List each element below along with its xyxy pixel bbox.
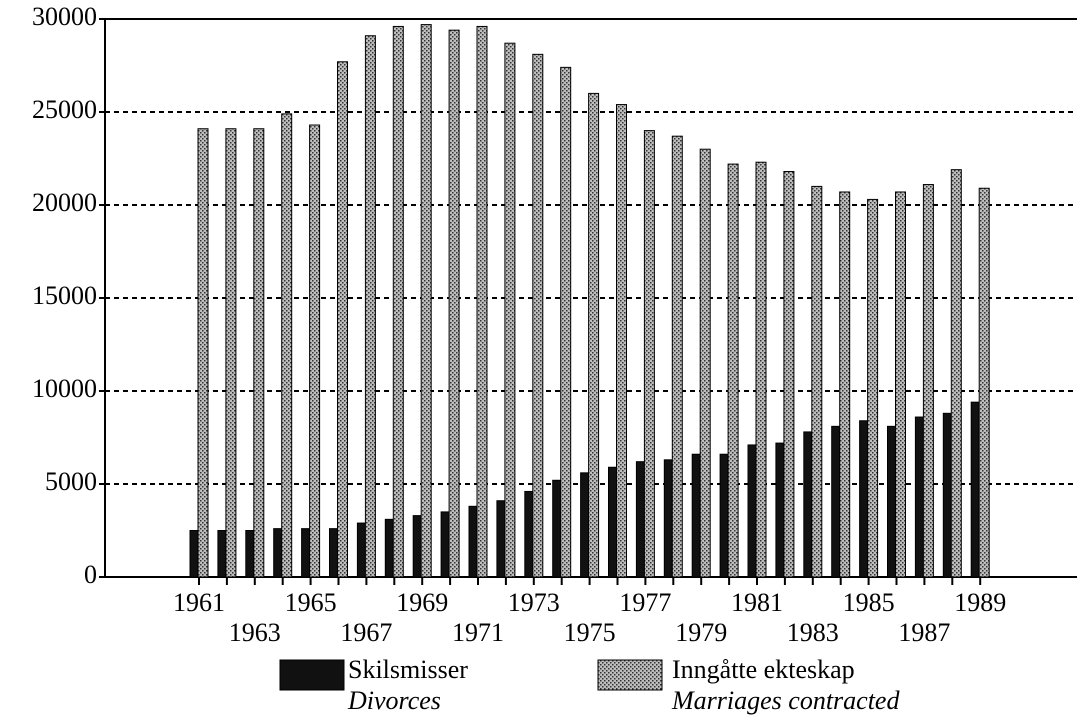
- bar: [197, 128, 209, 578]
- bar: [217, 530, 227, 578]
- legend-label: Inngåtte ekteskap: [672, 655, 855, 684]
- bar: [440, 511, 450, 578]
- x-tick-label: 1963: [229, 618, 281, 647]
- bar: [719, 453, 729, 578]
- bar: [663, 459, 673, 578]
- bar: [580, 472, 590, 578]
- legend-translation: Marriages contracted: [671, 686, 900, 715]
- x-tick-label: 1967: [340, 618, 392, 647]
- bar: [468, 505, 478, 578]
- x-tick-label: 1979: [675, 618, 727, 647]
- legend-label: Skilsmisser: [348, 655, 468, 684]
- x-tick-label: 1989: [954, 588, 1006, 617]
- legend-translation: Divorces: [347, 686, 441, 715]
- legend-swatch: [279, 659, 345, 691]
- bar: [329, 528, 338, 578]
- bar: [635, 461, 645, 578]
- bar: [922, 184, 934, 578]
- bar: [747, 444, 757, 578]
- x-tick-label: 1971: [452, 618, 504, 647]
- x-tick-label: 1969: [396, 588, 448, 617]
- x-tick-label: 1983: [787, 618, 839, 647]
- bar: [588, 92, 600, 578]
- bar: [978, 187, 990, 578]
- bar: [859, 420, 869, 578]
- x-tick-label: 1985: [843, 588, 895, 617]
- bar: [942, 412, 952, 578]
- bar: [532, 53, 544, 578]
- bar: [643, 130, 655, 578]
- bar: [560, 66, 572, 578]
- x-tick-label: 1973: [508, 588, 560, 617]
- bar: [727, 163, 739, 578]
- bar: [273, 528, 283, 578]
- bar: [225, 128, 237, 578]
- y-tick-label: 5000: [45, 467, 97, 496]
- bar: [420, 24, 432, 578]
- bar: [245, 530, 255, 578]
- bar: [831, 425, 841, 578]
- bar: [504, 42, 516, 578]
- bar: [839, 191, 851, 578]
- bar: [448, 29, 460, 578]
- bar: [811, 185, 823, 578]
- bar: [970, 401, 980, 578]
- x-tick-label: 1961: [173, 588, 225, 617]
- bar: [950, 169, 962, 578]
- bar: [524, 490, 534, 578]
- bar: [309, 124, 321, 578]
- bar: [301, 528, 311, 578]
- bar: [608, 466, 617, 578]
- y-tick-label: 20000: [32, 188, 97, 217]
- x-tick-label: 1977: [619, 588, 671, 617]
- y-tick-label: 15000: [32, 281, 97, 310]
- y-tick-label: 0: [84, 560, 97, 589]
- bar: [775, 442, 785, 578]
- bar: [476, 25, 488, 578]
- bar: [699, 148, 711, 578]
- x-tick-label: 1987: [898, 618, 950, 647]
- y-tick-label: 30000: [32, 2, 97, 31]
- bar: [364, 35, 376, 578]
- bar: [253, 128, 265, 578]
- bar: [914, 416, 924, 578]
- bar: [895, 191, 906, 578]
- bar: [392, 25, 404, 578]
- bar: [356, 522, 366, 578]
- y-tick-label: 10000: [32, 374, 97, 403]
- bar: [412, 515, 422, 578]
- bar: [189, 530, 199, 578]
- bar: [887, 425, 896, 578]
- x-tick-label: 1965: [285, 588, 337, 617]
- bar: [671, 135, 683, 578]
- bar: [867, 198, 879, 578]
- bar: [803, 431, 813, 578]
- bar: [496, 500, 506, 578]
- y-tick-label: 25000: [32, 95, 97, 124]
- x-tick-label: 1975: [564, 618, 616, 647]
- x-tick-label: 1981: [731, 588, 783, 617]
- bar: [616, 104, 627, 578]
- bar: [281, 113, 293, 578]
- bar: [337, 61, 348, 578]
- bar: [691, 453, 701, 578]
- legend-swatch: [597, 659, 663, 691]
- bar: [552, 479, 562, 578]
- bar: [783, 171, 795, 578]
- bar: [755, 161, 767, 578]
- bar: [384, 518, 394, 578]
